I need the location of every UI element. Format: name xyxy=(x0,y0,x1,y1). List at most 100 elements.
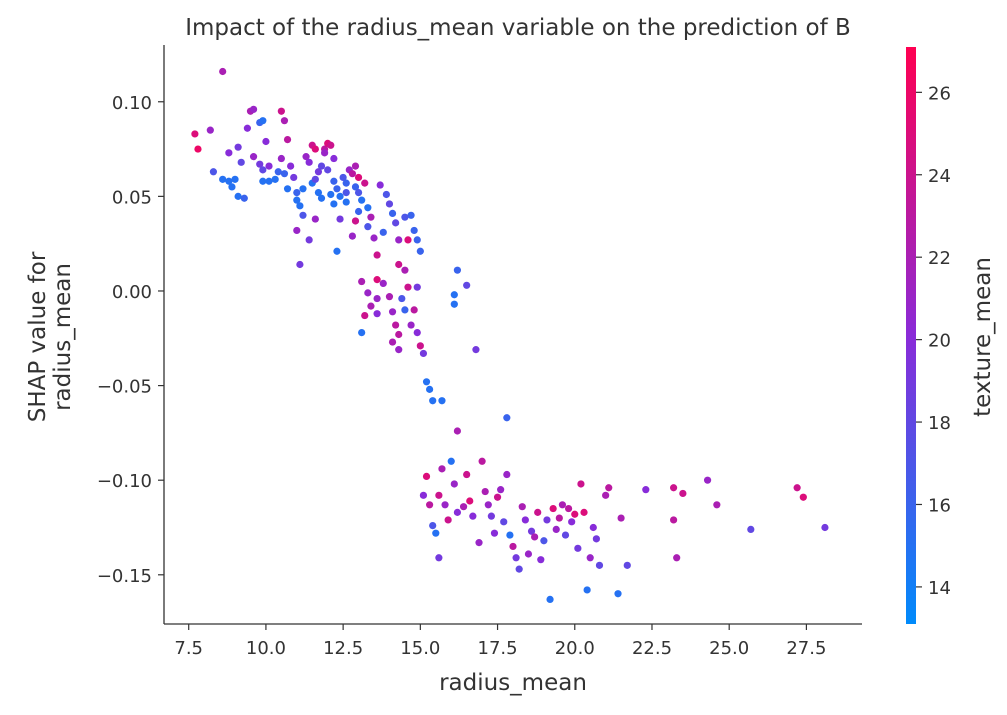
scatter-point xyxy=(249,105,258,113)
scatter-point xyxy=(225,177,233,185)
y-tick-label: 0.00 xyxy=(112,282,152,303)
scatter-point xyxy=(592,535,600,543)
scatter-point xyxy=(497,486,505,494)
scatter-point xyxy=(351,183,360,191)
scatter-point xyxy=(410,306,418,314)
scatter-point xyxy=(364,204,372,212)
scatter-point xyxy=(453,508,462,516)
scatter-point xyxy=(209,168,218,176)
scatter-point xyxy=(256,160,264,168)
scatter-point xyxy=(401,266,409,274)
y-tick-label: 0.10 xyxy=(112,93,152,114)
scatter-point xyxy=(290,173,298,182)
scatter-point xyxy=(527,527,536,535)
x-tick-label: 22.5 xyxy=(632,638,672,659)
scatter-point xyxy=(509,542,517,551)
scatter-point xyxy=(438,397,446,405)
scatter-point xyxy=(515,565,523,573)
scatter-point xyxy=(422,378,431,386)
scatter-point xyxy=(361,311,369,320)
scatter-point xyxy=(426,385,434,393)
x-axis-label: radius_mean xyxy=(439,670,587,696)
scatter-point xyxy=(552,525,560,533)
scatter-point xyxy=(283,136,292,144)
scatter-point xyxy=(478,457,486,465)
scatter-point xyxy=(271,175,279,183)
scatter-point xyxy=(703,476,712,484)
scatter-point xyxy=(311,175,319,183)
scatter-point xyxy=(398,294,406,303)
scatter-point xyxy=(642,486,650,494)
scatter-point xyxy=(231,175,239,183)
scatter-point xyxy=(463,470,471,479)
y-tick-label: 0.05 xyxy=(112,187,152,208)
x-tick-label: 25.0 xyxy=(709,638,749,659)
scatter-point xyxy=(228,183,236,191)
scatter-point xyxy=(395,330,403,339)
scatter-point xyxy=(574,544,582,552)
scatter-point xyxy=(327,190,335,199)
scatter-point xyxy=(821,523,829,532)
scatter-point xyxy=(799,493,807,501)
scatter-point xyxy=(466,497,474,505)
y-ticks: 0.10 0.05 0.00 −0.05 −0.10 −0.15 xyxy=(97,93,164,587)
x-tick-label: 10.0 xyxy=(246,638,286,659)
scatter-point xyxy=(336,192,344,200)
scatter-point xyxy=(531,533,539,541)
scatter-point xyxy=(561,531,570,539)
scatter-point xyxy=(395,346,403,354)
scatter-point xyxy=(503,470,511,479)
scatter-point xyxy=(392,321,400,329)
scatter-point xyxy=(713,501,721,509)
scatter-point xyxy=(469,512,477,520)
colorbar-tick-label: 14 xyxy=(928,578,951,599)
colorbar-tick-label: 26 xyxy=(928,83,951,104)
scatter-point xyxy=(293,196,301,204)
scatter-point xyxy=(305,236,313,244)
scatter-point xyxy=(317,162,326,170)
scatter-point xyxy=(512,554,520,562)
scatter-point xyxy=(500,518,508,526)
scatter-point xyxy=(426,501,434,509)
scatter-point xyxy=(339,173,347,182)
scatter-point xyxy=(324,166,332,174)
x-tick-label: 7.5 xyxy=(174,638,203,659)
scatter-point xyxy=(342,188,350,197)
scatter-point xyxy=(484,501,492,509)
scatter-point xyxy=(296,260,304,269)
scatter-point xyxy=(373,310,381,318)
scatter-point xyxy=(463,281,471,289)
scatter-point xyxy=(302,153,310,161)
colorbar-tick-label: 24 xyxy=(928,166,951,187)
scatter-point xyxy=(354,173,363,182)
scatter-point xyxy=(342,198,350,206)
scatter-point xyxy=(373,294,381,303)
scatter-point xyxy=(558,501,567,509)
scatter-point xyxy=(602,491,610,499)
scatter-point xyxy=(243,124,251,132)
scatter-point xyxy=(191,130,199,138)
scatter-point xyxy=(364,289,372,297)
scatter-point xyxy=(361,179,369,187)
scatter-point xyxy=(293,226,301,235)
scatter-point xyxy=(453,427,462,435)
scatter-point xyxy=(586,554,594,562)
scatter-point xyxy=(521,516,529,524)
scatter-point xyxy=(481,487,489,496)
scatter-point xyxy=(305,158,313,166)
scatter-point xyxy=(388,209,397,218)
scatter-point xyxy=(413,236,421,244)
colorbar-tick-label: 16 xyxy=(928,495,951,516)
scatter-point xyxy=(342,179,350,187)
scatter-point xyxy=(382,190,390,199)
scatter-point xyxy=(333,185,341,193)
x-ticks: 7.5 10.0 12.5 15.0 17.5 20.0 22.5 25.0 27.5 xyxy=(174,624,826,659)
y-tick-label: −0.15 xyxy=(97,566,152,587)
scatter-point xyxy=(327,141,335,149)
scatter-point xyxy=(354,207,363,216)
scatter-point xyxy=(407,321,415,329)
scatter-point xyxy=(472,346,480,354)
scatter-point xyxy=(395,236,403,244)
scatter-point xyxy=(287,162,295,170)
